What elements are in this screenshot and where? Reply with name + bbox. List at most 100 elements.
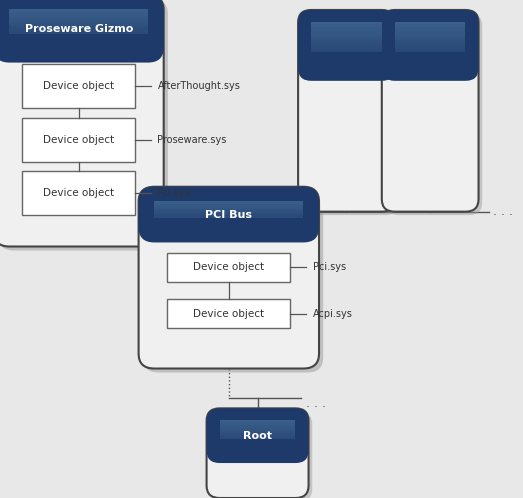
Bar: [311, 38, 382, 41]
Bar: [395, 26, 465, 29]
Bar: [154, 210, 303, 212]
FancyBboxPatch shape: [0, 0, 168, 250]
Bar: [220, 420, 295, 422]
Text: Proseware Gizmo: Proseware Gizmo: [25, 24, 133, 34]
Text: Proseware.sys: Proseware.sys: [157, 134, 227, 144]
Bar: [22, 64, 135, 109]
Bar: [311, 54, 382, 57]
Bar: [9, 15, 148, 17]
Bar: [220, 447, 295, 449]
Bar: [220, 429, 295, 431]
Bar: [154, 225, 303, 226]
Bar: [220, 440, 295, 442]
FancyBboxPatch shape: [382, 10, 479, 81]
Bar: [311, 52, 382, 68]
Bar: [220, 432, 295, 434]
Bar: [9, 24, 148, 27]
Bar: [9, 34, 148, 48]
Bar: [9, 17, 148, 19]
Bar: [154, 219, 303, 228]
FancyBboxPatch shape: [143, 191, 323, 373]
Bar: [9, 34, 148, 36]
Bar: [395, 63, 465, 66]
Text: Device object: Device object: [43, 81, 114, 91]
Bar: [9, 11, 148, 14]
Bar: [395, 22, 465, 25]
Bar: [9, 45, 148, 48]
Bar: [167, 299, 290, 328]
Text: . . .: . . .: [493, 205, 513, 218]
Bar: [220, 426, 295, 428]
Bar: [154, 216, 303, 217]
Bar: [220, 425, 295, 427]
Bar: [311, 63, 382, 66]
Bar: [154, 212, 303, 213]
Bar: [395, 43, 465, 45]
Bar: [311, 47, 382, 50]
FancyBboxPatch shape: [207, 408, 309, 498]
Bar: [311, 45, 382, 48]
Bar: [220, 438, 295, 440]
Bar: [167, 253, 290, 282]
FancyBboxPatch shape: [207, 408, 309, 463]
Bar: [154, 203, 303, 204]
Bar: [311, 61, 382, 64]
Bar: [311, 66, 382, 68]
Bar: [220, 436, 295, 451]
Bar: [311, 49, 382, 52]
Bar: [220, 428, 295, 430]
Bar: [154, 221, 303, 222]
Bar: [311, 26, 382, 29]
Bar: [311, 43, 382, 45]
Bar: [154, 209, 303, 211]
Bar: [395, 31, 465, 34]
Text: Acpi.sys: Acpi.sys: [313, 309, 353, 319]
Bar: [220, 449, 295, 451]
Bar: [395, 33, 465, 36]
Bar: [154, 217, 303, 219]
Bar: [395, 45, 465, 48]
Bar: [311, 40, 382, 43]
Bar: [9, 26, 148, 29]
Bar: [395, 24, 465, 27]
Bar: [395, 38, 465, 41]
FancyBboxPatch shape: [139, 187, 319, 243]
FancyBboxPatch shape: [139, 187, 319, 369]
Bar: [220, 434, 295, 436]
Bar: [154, 218, 303, 220]
Bar: [311, 33, 382, 36]
Text: Pci.sys: Pci.sys: [157, 188, 190, 198]
Bar: [220, 441, 295, 443]
Bar: [220, 437, 295, 439]
FancyBboxPatch shape: [302, 13, 399, 215]
Bar: [154, 206, 303, 208]
Bar: [220, 435, 295, 437]
Bar: [22, 118, 135, 161]
Bar: [395, 52, 465, 68]
FancyBboxPatch shape: [210, 412, 312, 498]
Bar: [311, 56, 382, 59]
Text: Pci.sys: Pci.sys: [313, 262, 346, 272]
Bar: [154, 222, 303, 224]
Bar: [9, 27, 148, 48]
Text: Device object: Device object: [194, 309, 264, 319]
Bar: [395, 29, 465, 31]
Bar: [154, 204, 303, 206]
Bar: [9, 32, 148, 34]
Bar: [9, 28, 148, 31]
Bar: [311, 45, 382, 68]
Bar: [9, 30, 148, 32]
Text: . . .: . . .: [306, 397, 326, 410]
FancyBboxPatch shape: [385, 13, 482, 215]
Bar: [395, 47, 465, 50]
Bar: [395, 66, 465, 68]
Bar: [220, 423, 295, 425]
Bar: [395, 40, 465, 43]
Bar: [9, 9, 148, 12]
Text: AfterThought.sys: AfterThought.sys: [157, 81, 240, 91]
Bar: [220, 422, 295, 424]
Text: PCI Bus: PCI Bus: [206, 210, 252, 220]
Bar: [395, 61, 465, 64]
Bar: [154, 213, 303, 215]
Text: Other PCI Devices: Other PCI Devices: [305, 11, 412, 24]
